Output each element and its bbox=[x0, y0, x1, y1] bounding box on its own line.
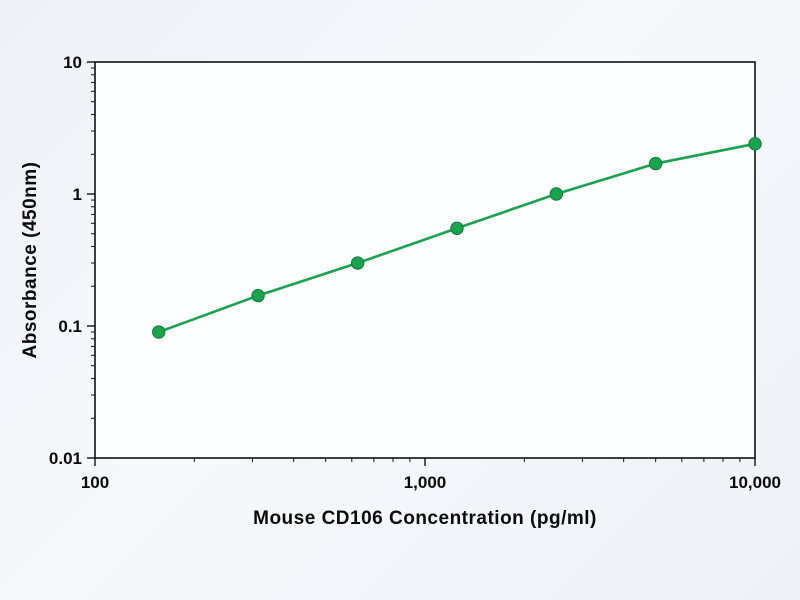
x-tick-label: 10,000 bbox=[729, 473, 781, 492]
data-series bbox=[152, 137, 762, 339]
y-tick-label: 0.1 bbox=[58, 317, 82, 336]
minor-ticks bbox=[91, 67, 741, 462]
x-tick-label: 100 bbox=[81, 473, 109, 492]
data-point-marker bbox=[450, 221, 464, 235]
major-ticks bbox=[87, 61, 756, 466]
y-tick-label: 1 bbox=[73, 185, 82, 204]
data-point-marker bbox=[152, 325, 166, 339]
data-point-marker bbox=[251, 288, 265, 303]
data-point-marker bbox=[549, 187, 564, 201]
data-point-marker bbox=[648, 156, 663, 171]
x-tick-label: 1,000 bbox=[404, 473, 447, 492]
y-tick-labels: 10 1 0.1 0.01 bbox=[49, 53, 82, 468]
y-tick-label: 10 bbox=[63, 53, 82, 72]
y-tick-label: 0.01 bbox=[49, 449, 82, 468]
plot-area bbox=[94, 61, 756, 459]
data-point-marker bbox=[748, 137, 762, 151]
x-axis-title: Mouse CD106 Concentration (pg/ml) bbox=[253, 508, 597, 529]
y-axis-title: Absorbance (450nm) bbox=[20, 162, 41, 359]
data-point-marker bbox=[350, 256, 365, 270]
x-tick-labels: 100 1,000 10,000 bbox=[81, 473, 781, 492]
